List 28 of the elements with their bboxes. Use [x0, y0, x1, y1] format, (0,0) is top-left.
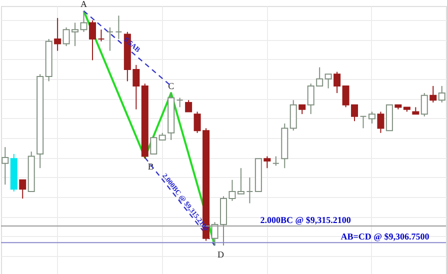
candlestick: [115, 15, 122, 40]
candlestick: [150, 134, 158, 154]
data-label: D: [218, 250, 225, 260]
candlestick: [19, 179, 26, 200]
candlestick: [430, 85, 437, 103]
data-label: A: [80, 0, 88, 9]
candlestick: [420, 92, 428, 117]
candlestick: [264, 156, 271, 169]
candlestick: [298, 104, 306, 115]
ref-line-label: 2.000BC @ $9,315.2100: [260, 215, 352, 226]
candlestick: [377, 111, 384, 134]
candlestick: [88, 20, 96, 61]
candlestick: [54, 17, 62, 52]
candlestick: [272, 156, 280, 166]
candlestick: [185, 100, 192, 112]
candlestick: [176, 97, 184, 108]
candlestick: [80, 10, 88, 32]
candlestick: [246, 177, 254, 204]
candlestick: [334, 71, 341, 94]
candlestick: [98, 29, 105, 42]
candlestick: [106, 26, 114, 52]
candlestick: [237, 168, 244, 194]
data-label: C: [168, 81, 174, 92]
candlestick: [360, 116, 367, 129]
ref-line-label: AB=CD @ $9,306.7500: [340, 232, 430, 242]
candlestick: [290, 100, 297, 132]
candlestick: [324, 74, 332, 89]
candlestick: [368, 111, 376, 124]
